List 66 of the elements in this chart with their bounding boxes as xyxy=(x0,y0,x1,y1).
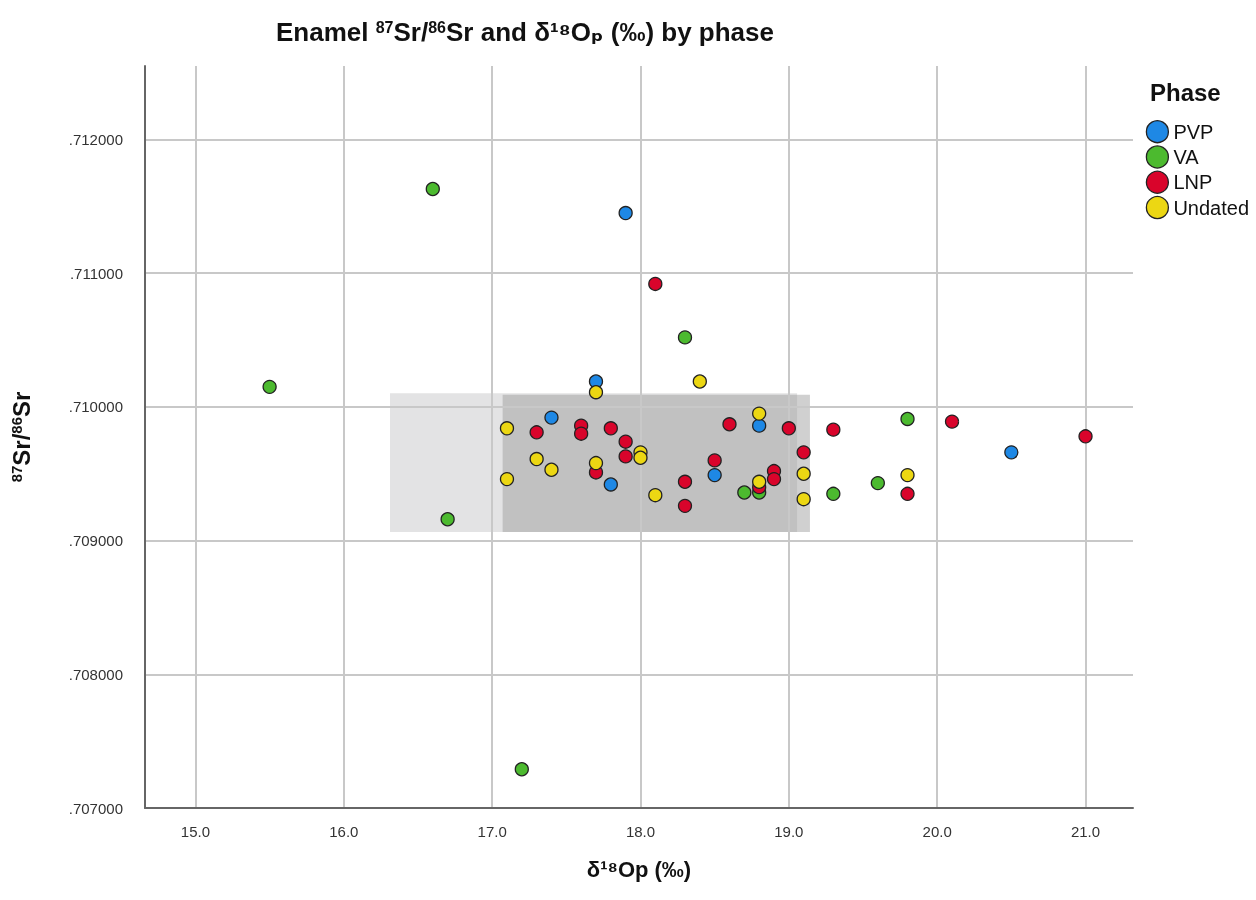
point xyxy=(633,450,648,465)
point xyxy=(722,417,737,432)
x-tick-label: 19.0 xyxy=(774,823,804,840)
point xyxy=(514,762,529,777)
point xyxy=(766,471,782,487)
point xyxy=(707,467,722,483)
point xyxy=(648,488,663,503)
y-tick-label: .711000 xyxy=(69,264,123,282)
point xyxy=(529,425,544,440)
point xyxy=(900,411,915,427)
point xyxy=(588,385,604,400)
point xyxy=(425,181,440,197)
y-tick-label: .708000 xyxy=(68,665,123,683)
x-tick-label: 18.0 xyxy=(625,823,656,840)
point xyxy=(440,512,455,527)
point xyxy=(752,418,767,433)
y-tick-label: .710000 xyxy=(68,398,123,416)
point xyxy=(796,466,811,481)
point xyxy=(618,205,633,221)
x-tick-label: 20.0 xyxy=(922,823,952,840)
y-axis-title: 87Sr/86Sr xyxy=(7,391,35,483)
point xyxy=(529,451,544,467)
point xyxy=(544,462,559,477)
point xyxy=(900,467,915,483)
y-tick-label: .712000 xyxy=(68,131,123,149)
point xyxy=(796,492,811,507)
point xyxy=(737,485,752,500)
point xyxy=(588,455,604,471)
point xyxy=(1078,429,1093,444)
legend-label: VA xyxy=(1173,145,1200,168)
x-tick-label: 21.0 xyxy=(1070,823,1101,840)
point xyxy=(574,426,589,441)
x-axis-title: δ¹⁸Op (‰) xyxy=(586,856,692,882)
y-tick-label: .709000 xyxy=(68,532,123,550)
point xyxy=(499,471,515,487)
point xyxy=(796,445,811,460)
point xyxy=(544,410,559,425)
x-tick-label: 16.0 xyxy=(329,823,359,840)
point xyxy=(900,486,915,501)
point xyxy=(707,453,722,468)
point xyxy=(618,449,633,464)
point xyxy=(781,421,796,436)
point xyxy=(262,379,277,395)
point xyxy=(603,477,618,492)
legend-label: PVP xyxy=(1173,120,1214,143)
point xyxy=(826,486,841,501)
point xyxy=(603,421,618,436)
point xyxy=(944,414,960,429)
legend-label: Undated xyxy=(1173,196,1250,219)
point xyxy=(826,422,841,437)
point xyxy=(1004,445,1019,460)
y-tick-label: .707000 xyxy=(68,799,123,817)
point xyxy=(677,330,693,345)
point xyxy=(752,406,767,421)
point xyxy=(692,374,707,389)
point xyxy=(648,276,663,292)
legend-title: Phase xyxy=(1150,78,1221,106)
x-tick-label: 15.0 xyxy=(180,823,211,840)
point xyxy=(752,474,767,489)
point xyxy=(677,474,693,489)
legend-label: LNP xyxy=(1173,171,1213,194)
point xyxy=(618,434,633,449)
point xyxy=(677,498,693,513)
point xyxy=(499,421,515,436)
point xyxy=(870,475,885,491)
x-tick-label: 17.0 xyxy=(477,823,507,840)
